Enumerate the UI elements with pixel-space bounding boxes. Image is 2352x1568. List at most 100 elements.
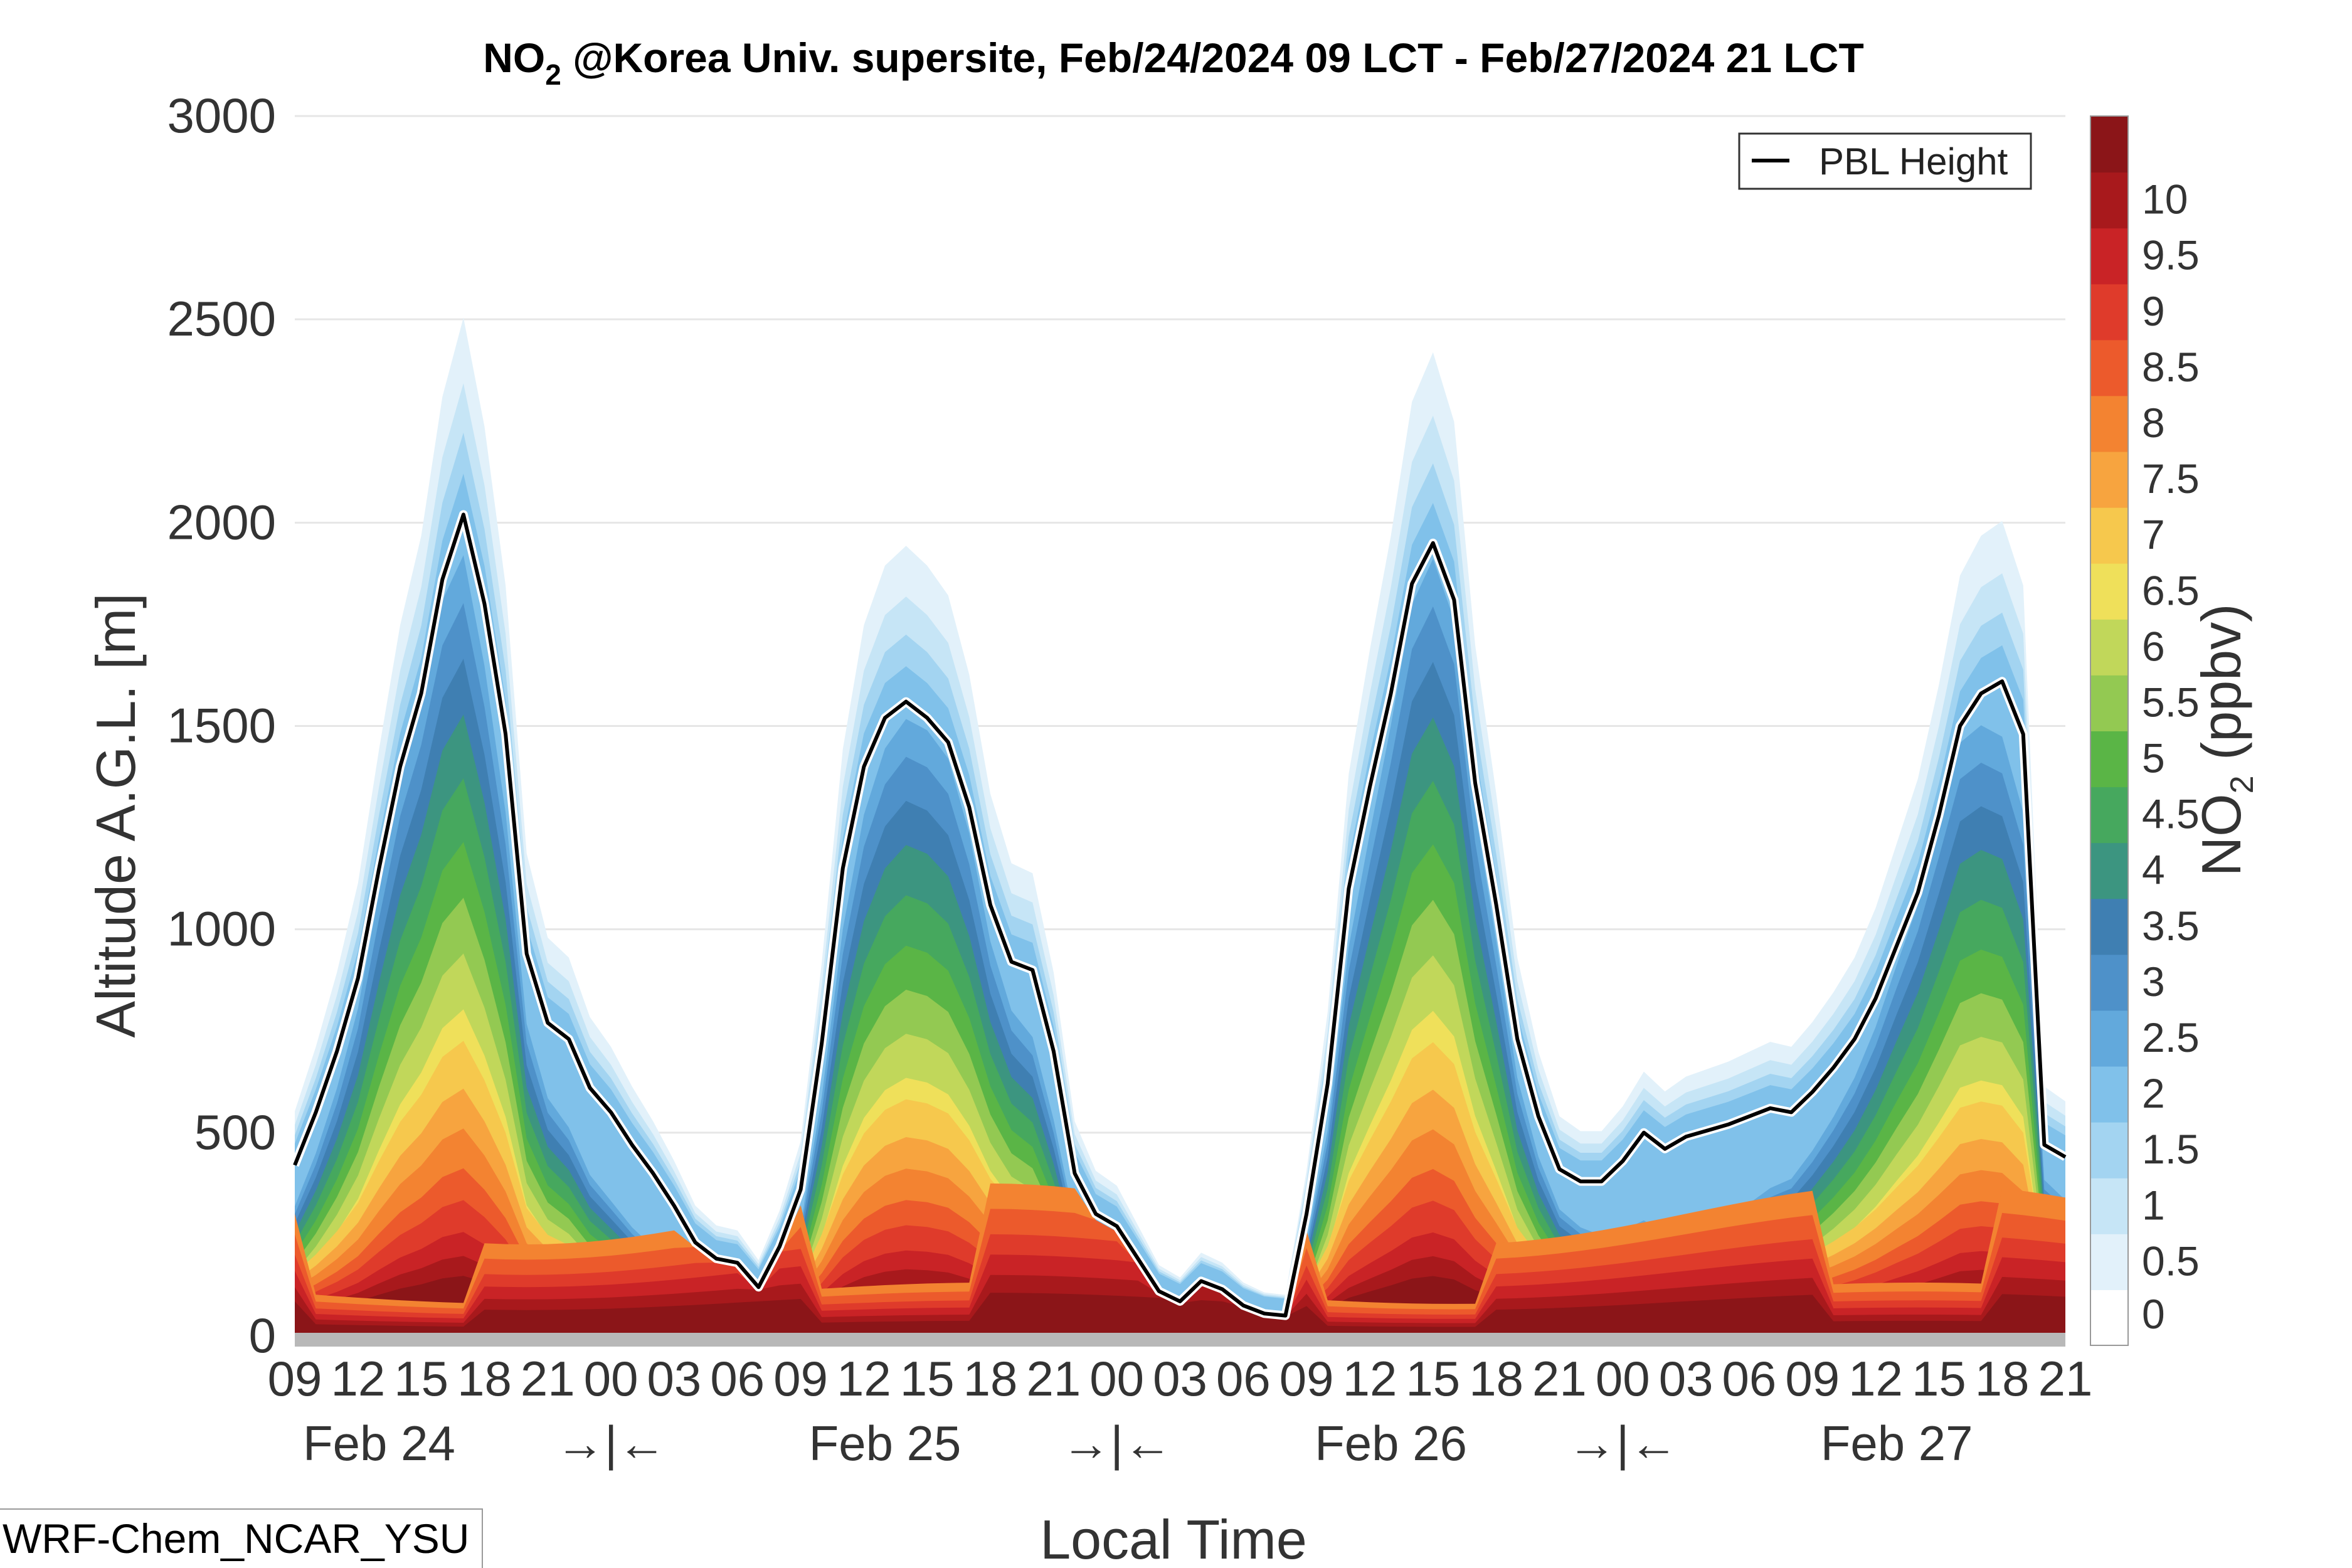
colorbar-tick-label: 8 xyxy=(2142,400,2165,446)
colorbar-frame xyxy=(2090,115,2129,1346)
x-day-label: Feb 26 xyxy=(1315,1416,1467,1471)
x-tick-label: 09 xyxy=(1785,1351,1840,1406)
colorbar-tick-label: 7 xyxy=(2142,511,2165,558)
colorbar-tick-label: 3 xyxy=(2142,958,2165,1005)
x-tick-label: 18 xyxy=(1975,1351,2030,1406)
x-tick-label: 09 xyxy=(268,1351,322,1406)
x-tick-label: 21 xyxy=(1532,1351,1587,1406)
x-tick-label: 03 xyxy=(647,1351,702,1406)
colorbar-swatch xyxy=(2090,1233,2128,1290)
x-tick-label: 12 xyxy=(1343,1351,1397,1406)
x-tick-label: 12 xyxy=(1848,1351,1903,1406)
y-tick-label: 500 xyxy=(194,1104,276,1160)
x-tick-label: 12 xyxy=(837,1351,891,1406)
colorbar-tick-label: 1 xyxy=(2142,1182,2165,1228)
x-tick-label: 18 xyxy=(963,1351,1018,1406)
colorbar-swatch xyxy=(2090,842,2128,899)
x-tick-label: 00 xyxy=(1089,1351,1144,1406)
x-tick-label: 21 xyxy=(2038,1351,2093,1406)
colorbar-swatch xyxy=(2090,451,2128,508)
x-tick-label: 00 xyxy=(584,1351,638,1406)
x-tick-labels: 09 12 15 18 21 00 03 06 09 12 15 18 21 00 03 06 09 12 15 18… xyxy=(268,1351,2093,1406)
y-axis-label: Altitude A.G.L. [m] xyxy=(85,593,147,1037)
colorbar-swatch xyxy=(2090,954,2128,1011)
colorbar-swatch xyxy=(2090,1121,2128,1179)
y-tick-label: 3000 xyxy=(167,88,276,143)
colorbar-swatch xyxy=(2090,1010,2128,1067)
x-tick-label: 06 xyxy=(1216,1351,1271,1406)
field-band xyxy=(295,1293,2065,1336)
y-tick-label: 0 xyxy=(249,1308,276,1363)
colorbar-tick-label: 5 xyxy=(2142,735,2165,781)
ground-strip xyxy=(295,1333,2065,1347)
colorbar-swatch xyxy=(2090,1289,2128,1346)
colorbar-swatch xyxy=(2090,618,2128,675)
no2-field xyxy=(295,317,2065,1336)
x-tick-label: 06 xyxy=(710,1351,765,1406)
colorbar-tick-label: 3.5 xyxy=(2142,903,2200,949)
colorbar-tick-label: 6 xyxy=(2142,623,2165,669)
x-tick-label: 15 xyxy=(394,1351,448,1406)
x-day-label: Feb 25 xyxy=(809,1416,961,1471)
legend: PBL Height xyxy=(1738,132,2032,190)
x-tick-label: 18 xyxy=(1469,1351,1523,1406)
colorbar-tick-label: 4 xyxy=(2142,847,2165,893)
x-tick-label: 09 xyxy=(1279,1351,1334,1406)
x-axis-label: Local Time xyxy=(1040,1508,1307,1568)
colorbar-tick-label: 1.5 xyxy=(2142,1126,2200,1172)
colorbar-swatch xyxy=(2090,283,2128,341)
colorbar-swatch xyxy=(2090,731,2128,788)
y-tick-label: 2000 xyxy=(167,494,276,549)
colorbar-swatch xyxy=(2090,507,2128,564)
colorbar: 0 0.5 1 1.5 2 2.5 3 3.5 4 4.5 5 5.5 6 6.5 7 7.5 8 8.5 9 9.5… xyxy=(2090,115,2200,1346)
colorbar-tick-label: 2 xyxy=(2142,1070,2165,1116)
x-tick-label: 15 xyxy=(1406,1351,1460,1406)
colorbar-swatch xyxy=(2090,172,2128,229)
x-day-label: Feb 27 xyxy=(1821,1416,1973,1471)
x-tick-label: 15 xyxy=(1912,1351,1966,1406)
colorbar-swatch xyxy=(2090,395,2128,452)
x-day-separator: →|← xyxy=(1567,1416,1678,1471)
colorbar-tick-label: 0 xyxy=(2142,1291,2165,1337)
x-day-separator: →|← xyxy=(556,1416,666,1471)
pbl-line xyxy=(293,512,2067,1318)
legend-pbl-label: PBL Height xyxy=(1819,140,2008,183)
y-tick-label: 1500 xyxy=(167,698,276,753)
colorbar-swatch xyxy=(2090,339,2128,396)
colorbar-swatch xyxy=(2090,674,2128,731)
colorbar-tick-label: 7.5 xyxy=(2142,455,2200,502)
colorbar-tick-label: 9 xyxy=(2142,288,2165,334)
chart-title: NO2 @Korea Univ. supersite, Feb/24/2024 … xyxy=(483,34,1864,91)
x-tick-label: 03 xyxy=(1659,1351,1714,1406)
x-tick-label: 03 xyxy=(1153,1351,1207,1406)
colorbar-tick-label: 10 xyxy=(2142,176,2188,223)
colorbar-tick-label: 5.5 xyxy=(2142,679,2200,725)
colorbar-tick-label: 8.5 xyxy=(2142,344,2200,390)
colorbar-label: NO2 (ppbv) xyxy=(2190,604,2260,877)
x-day-labels: Feb 24 →|← Feb 25 →|← Feb 26 →|← Feb 27 xyxy=(303,1416,1973,1471)
colorbar-tick-label: 2.5 xyxy=(2142,1014,2200,1061)
x-tick-label: 21 xyxy=(521,1351,575,1406)
colorbar-swatch xyxy=(2090,228,2128,285)
colorbar-tick-label: 9.5 xyxy=(2142,232,2200,278)
colorbar-tick-label: 6.5 xyxy=(2142,567,2200,613)
colorbar-swatch xyxy=(2090,1066,2128,1123)
y-tick-labels: 0 500 1000 1500 2000 2500 3000 xyxy=(167,88,276,1363)
pbl-height-series xyxy=(290,510,2068,1320)
model-name-label: WRF-Chem_NCAR_YSU xyxy=(0,1508,483,1568)
colorbar-swatch xyxy=(2090,116,2128,173)
x-day-label: Feb 24 xyxy=(303,1416,455,1471)
colorbar-tick-label: 0.5 xyxy=(2142,1237,2200,1284)
x-tick-label: 09 xyxy=(773,1351,828,1406)
colorbar-swatch xyxy=(2090,898,2128,955)
colorbar-tick-label: 4.5 xyxy=(2142,791,2200,837)
x-tick-label: 00 xyxy=(1596,1351,1650,1406)
x-tick-label: 06 xyxy=(1722,1351,1777,1406)
colorbar-swatch xyxy=(2090,1177,2128,1234)
x-day-separator: →|← xyxy=(1062,1416,1172,1471)
y-tick-label: 1000 xyxy=(167,901,276,956)
x-tick-label: 21 xyxy=(1026,1351,1081,1406)
x-tick-label: 12 xyxy=(331,1351,385,1406)
colorbar-swatch xyxy=(2090,563,2128,620)
